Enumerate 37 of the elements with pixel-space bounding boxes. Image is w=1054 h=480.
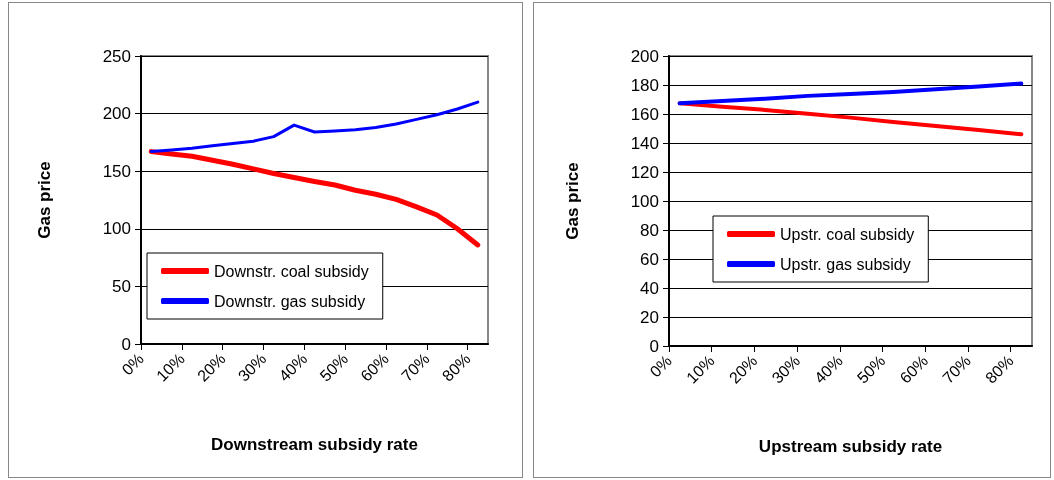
y-tick-label: 250 xyxy=(102,46,131,66)
y-tick-label: 40 xyxy=(640,278,659,298)
y-tick-label: 150 xyxy=(102,161,131,181)
x-tick-label: 70% xyxy=(398,349,433,385)
x-tick-label: 50% xyxy=(853,351,889,387)
x-tick-label: 60% xyxy=(357,349,392,385)
y-tick-label: 60 xyxy=(640,249,659,269)
x-tick-label: 70% xyxy=(939,351,974,387)
line-series xyxy=(149,100,480,154)
x-tick-label: 60% xyxy=(896,351,932,387)
legend-label: Upstr. gas subsidy xyxy=(780,255,911,273)
legend-label: Downstr. gas subsidy xyxy=(214,292,366,310)
y-tick-label: 200 xyxy=(630,46,659,66)
y-tick-label: 160 xyxy=(630,104,659,124)
x-axis-title: Downstream subsidy rate xyxy=(211,435,418,454)
x-tick-label: 40% xyxy=(811,351,846,387)
y-axis-title: Gas price xyxy=(563,162,582,240)
y-tick-label: 100 xyxy=(102,219,131,239)
x-tick-label: 30% xyxy=(768,351,804,387)
y-tick-label: 50 xyxy=(112,276,131,296)
x-tick-label: 80% xyxy=(438,349,474,385)
y-axis-title: Gas price xyxy=(35,161,54,239)
x-axis-title: Upstream subsidy rate xyxy=(758,437,943,456)
x-tick-label: 50% xyxy=(316,349,352,385)
y-tick-label: 20 xyxy=(640,307,659,327)
legend-label: Upstr. coal subsidy xyxy=(780,225,915,243)
x-tick-label: 40% xyxy=(275,349,311,385)
y-tick-label: 120 xyxy=(630,162,659,182)
x-tick-label: 30% xyxy=(234,349,270,385)
y-tick-label: 180 xyxy=(630,75,659,95)
y-tick-label: 100 xyxy=(630,191,659,211)
legend-label: Downstr. coal subsidy xyxy=(214,262,369,280)
line-series xyxy=(677,81,1024,106)
x-tick-label: 80% xyxy=(982,351,1017,387)
y-tick-label: 140 xyxy=(630,133,659,153)
y-tick-label: 80 xyxy=(640,220,659,240)
y-tick-label: 200 xyxy=(102,104,131,124)
